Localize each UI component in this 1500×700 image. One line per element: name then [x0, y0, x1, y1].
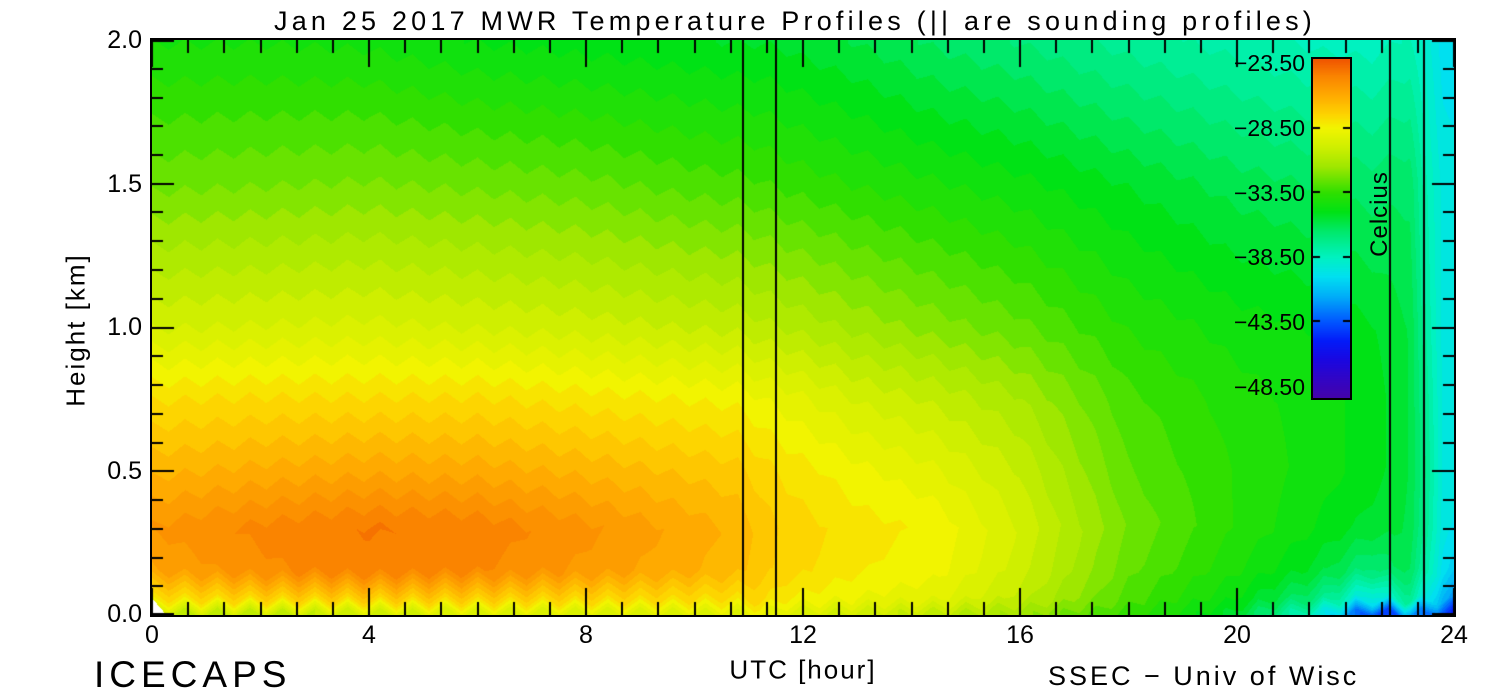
chart-title: Jan 25 2017 MWR Temperature Profiles (||…: [274, 6, 1316, 36]
colorbar-tick-label: −48.50: [1234, 374, 1305, 400]
y-tick-label: 0.0: [107, 600, 142, 628]
y-axis-title: Height [km]: [60, 253, 91, 407]
colorbar-tick-label: −23.50: [1234, 50, 1305, 76]
x-axis-title: UTC [hour]: [729, 654, 877, 685]
x-tick-label: 24: [1440, 621, 1468, 649]
colorbar-gradient: [1313, 59, 1350, 398]
x-tick-label: 4: [362, 621, 376, 649]
credit-label-ssec: SSEC − Univ of Wisc: [1048, 661, 1360, 691]
colorbar: [1311, 57, 1352, 400]
x-tick-label: 8: [579, 621, 593, 649]
x-tick-label: 16: [1006, 621, 1034, 649]
colorbar-tick-label: −28.50: [1234, 115, 1305, 141]
y-tick-label: 1.5: [107, 170, 142, 198]
project-label-icecaps: ICECAPS: [94, 654, 292, 695]
colorbar-title: Celcius: [1366, 171, 1393, 257]
x-tick-label: 12: [789, 621, 817, 649]
colorbar-tick-label: −33.50: [1234, 180, 1305, 206]
y-tick-label: 0.5: [107, 457, 142, 485]
temperature-heatmap: [152, 40, 1454, 615]
colorbar-tick-label: −43.50: [1234, 309, 1305, 335]
colorbar-tick-label: −38.50: [1234, 244, 1305, 270]
x-tick-label: 0: [145, 621, 159, 649]
x-tick-label: 20: [1223, 621, 1251, 649]
y-tick-label: 1.0: [107, 313, 142, 341]
y-tick-label: 2.0: [107, 26, 142, 54]
plot-frame: [150, 38, 1456, 617]
